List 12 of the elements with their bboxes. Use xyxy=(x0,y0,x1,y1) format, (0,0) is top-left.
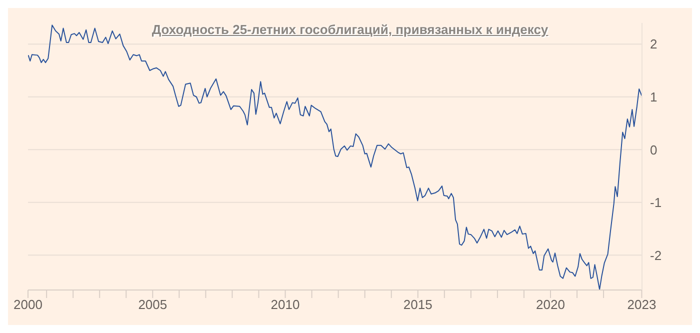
y-tick-label: -1 xyxy=(650,195,662,210)
y-tick-label: 2 xyxy=(650,36,658,52)
x-tick-label: 2023 xyxy=(627,297,656,312)
x-tick-label: 2000 xyxy=(14,297,42,312)
y-tick-label: 0 xyxy=(650,142,658,158)
x-tick-label: 2015 xyxy=(403,297,432,312)
y-tick-label: 1 xyxy=(650,89,658,104)
x-tick-label: 2020 xyxy=(536,297,565,312)
y-tick-label: -2 xyxy=(650,248,662,263)
x-tick-label: 2010 xyxy=(270,297,300,312)
chart-title: Доходность 25-летних гособлигаций, привязанных к индексу xyxy=(150,22,550,37)
x-tick-label: 2005 xyxy=(138,297,168,312)
